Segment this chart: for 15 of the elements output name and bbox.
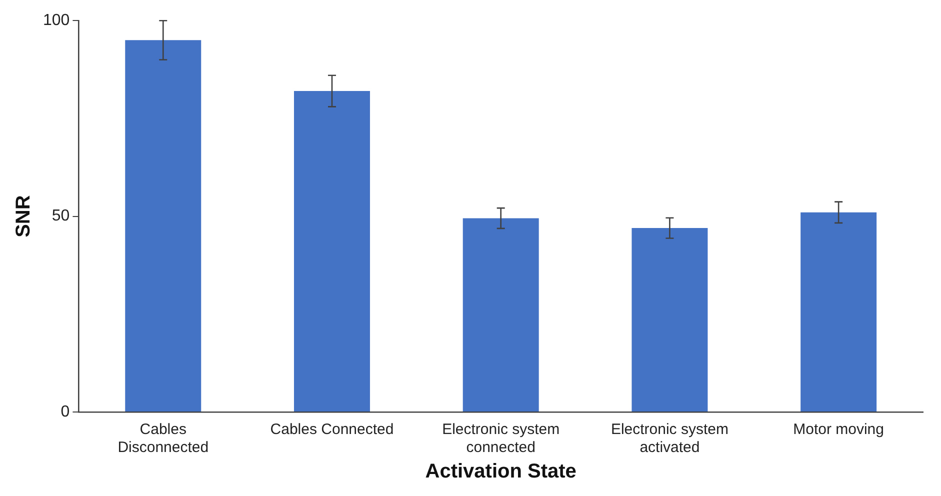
- x-axis-title: Activation State: [425, 460, 576, 483]
- x-tick-label: Motor moving: [793, 421, 884, 438]
- y-tick-label: 0: [60, 403, 70, 420]
- bar: [125, 40, 202, 412]
- bar: [294, 91, 370, 412]
- bar: [632, 228, 708, 412]
- x-tick-label: Electronic system activated: [610, 421, 728, 456]
- bar: [462, 218, 539, 412]
- y-tick-label: 50: [52, 208, 70, 225]
- y-tick-label: 100: [42, 12, 70, 30]
- y-axis-title: SNR: [12, 194, 35, 238]
- x-tick-label: Cables Disconnected: [118, 421, 209, 456]
- bar: [800, 212, 877, 412]
- x-tick-label: Cables Connected: [270, 421, 394, 438]
- x-tick-label: Electronic system connected: [442, 421, 560, 456]
